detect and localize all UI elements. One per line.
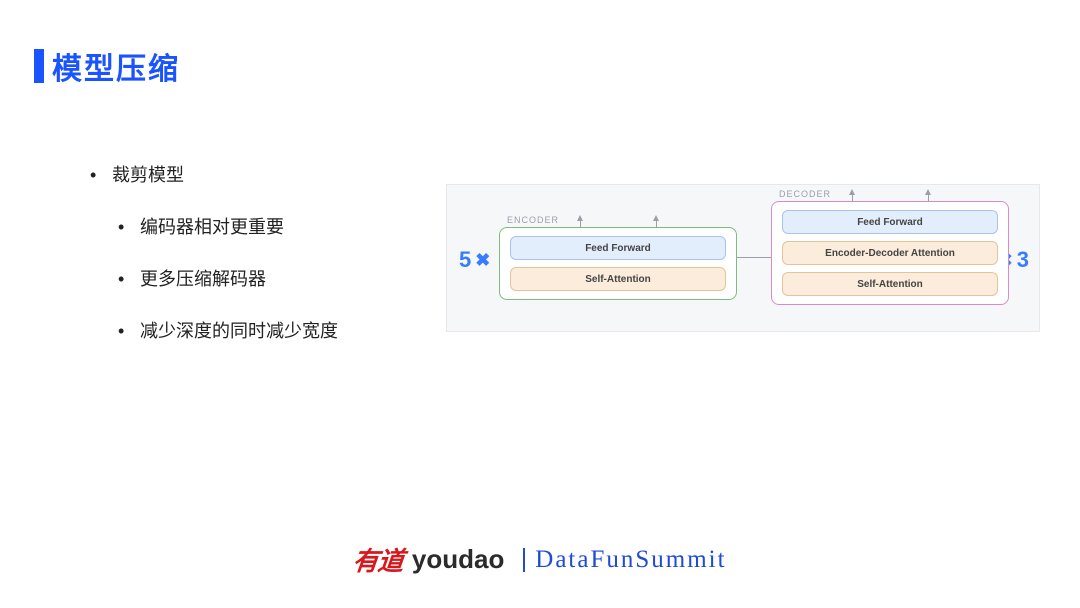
encoder-to-decoder-arrow — [737, 257, 771, 258]
bullet-sub-wrap: 编码器相对更重要 更多压缩解码器 减少深度的同时减少宽度 — [90, 218, 338, 340]
bullet-main: 裁剪模型 — [90, 166, 338, 184]
bullet-list: 裁剪模型 编码器相对更重要 更多压缩解码器 减少深度的同时减少宽度 — [90, 166, 338, 374]
conference-name: DataFunSummit — [535, 546, 726, 574]
encoder-block-attn: Self-Attention — [510, 267, 726, 291]
encoder-stack: Feed Forward Self-Attention — [499, 227, 737, 300]
multiplier-value: 5 — [459, 247, 471, 273]
encoder-block-ff: Feed Forward — [510, 236, 726, 260]
footer-separator — [523, 548, 525, 572]
title-text: 模型压缩 — [52, 44, 180, 88]
decoder-block-attn: Self-Attention — [782, 272, 998, 296]
bullet-sub: 减少深度的同时减少宽度 — [118, 322, 338, 340]
decoder-block-encdec: Encoder-Decoder Attention — [782, 241, 998, 265]
slide-title: 模型压缩 — [34, 44, 180, 88]
decoder-block-ff: Feed Forward — [782, 210, 998, 234]
brand-logo-en: youdao — [412, 544, 504, 575]
decoder-label: DECODER — [779, 189, 831, 199]
multiplier-value: 3 — [1017, 247, 1029, 273]
encoder-multiplier: 5 ✖ — [459, 247, 494, 273]
bullet-sub: 编码器相对更重要 — [118, 218, 338, 236]
decoder-output-arrows — [849, 189, 931, 195]
multiply-icon: ✖ — [475, 250, 490, 271]
title-accent-bar — [34, 49, 44, 83]
architecture-diagram: 5 ✖ ✖ 3 ENCODER DECODER Feed Forward Sel… — [446, 184, 1040, 332]
encoder-output-arrows — [577, 215, 659, 221]
footer: 有道 youdao DataFunSummit — [0, 541, 1080, 578]
encoder-label: ENCODER — [507, 215, 559, 225]
decoder-stack: Feed Forward Encoder-Decoder Attention S… — [771, 201, 1009, 305]
bullet-sub: 更多压缩解码器 — [118, 270, 338, 288]
brand-logo-cn: 有道 — [351, 541, 405, 578]
